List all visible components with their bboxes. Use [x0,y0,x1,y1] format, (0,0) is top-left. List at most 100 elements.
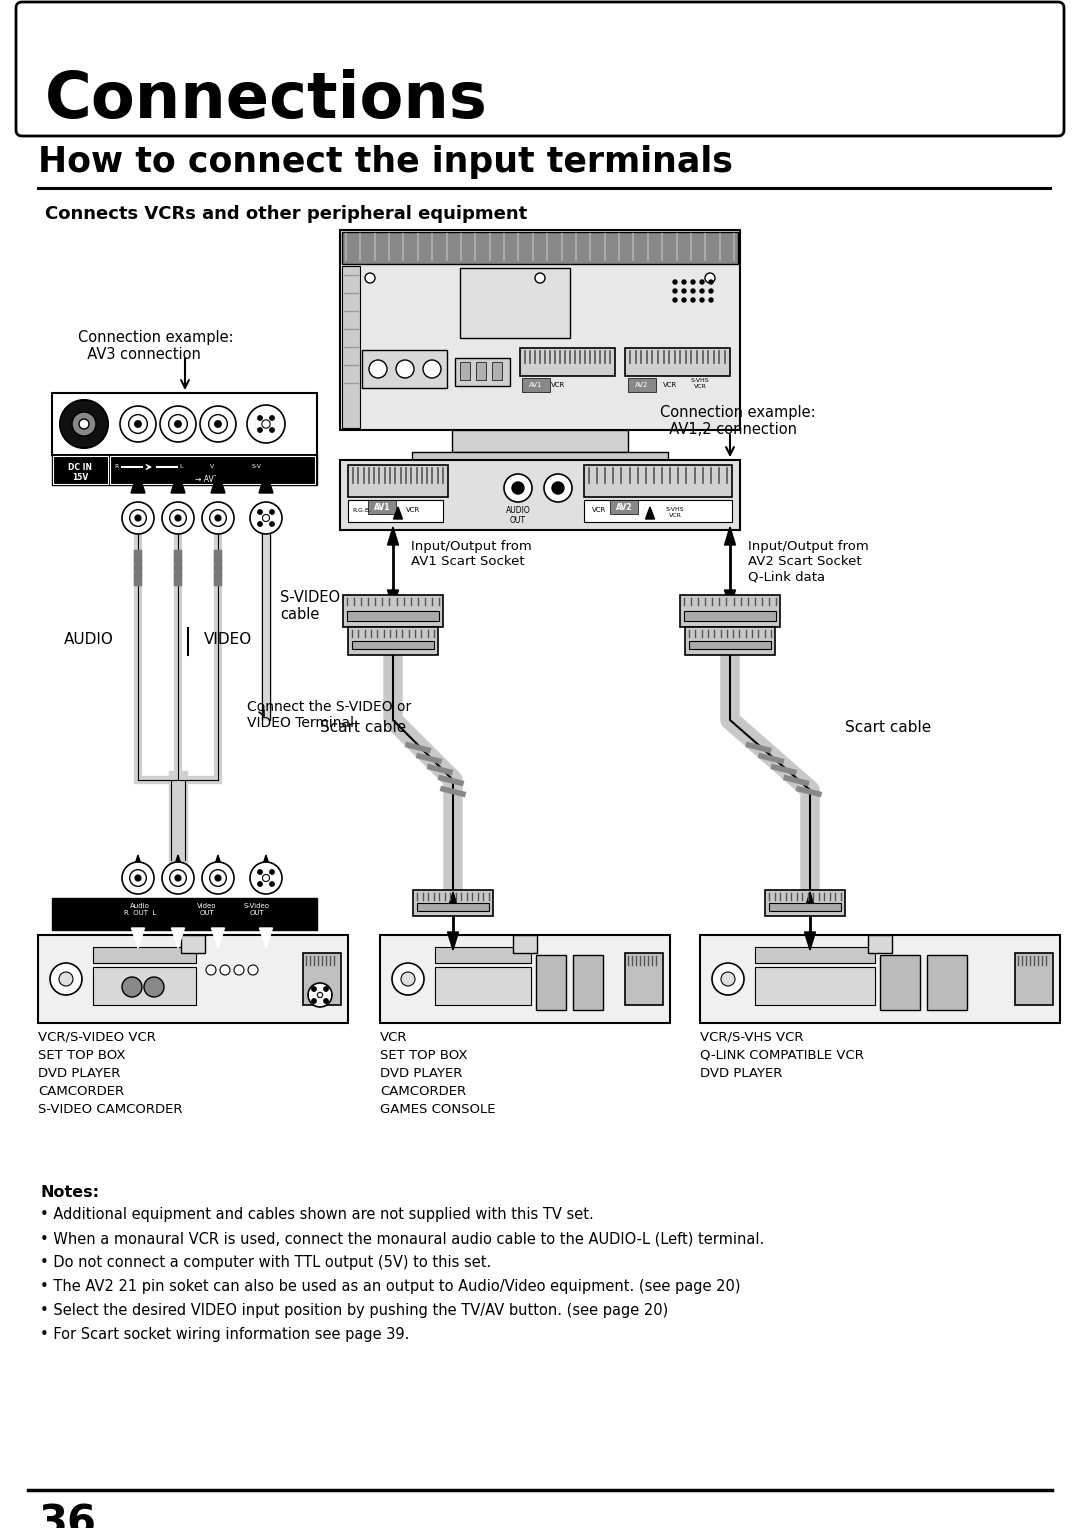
Bar [627,377,656,393]
Text: Notes:: Notes: [40,1186,99,1199]
Text: • When a monaural VCR is used, connect the monaural audio cable to the AUDIO-L (: • When a monaural VCR is used, connect t… [40,1232,765,1245]
Circle shape [700,298,704,303]
Circle shape [168,414,187,434]
Bar [417,903,489,911]
Circle shape [673,289,677,293]
Text: AV2: AV2 [635,382,649,388]
Circle shape [258,882,262,886]
Bar [880,955,920,1010]
Circle shape [258,428,262,432]
Circle shape [270,869,274,874]
Text: AV1: AV1 [529,382,543,388]
Bar [684,611,777,620]
Circle shape [691,280,696,284]
Circle shape [175,515,180,521]
Circle shape [175,420,181,428]
Circle shape [258,416,262,420]
Text: DC IN: DC IN [68,463,92,472]
Text: • Do not connect a computer with TTL output (5V) to this set.: • Do not connect a computer with TTL out… [40,1254,491,1270]
Text: V: V [210,465,214,469]
Circle shape [708,298,713,303]
Circle shape [122,862,154,894]
Circle shape [79,419,89,429]
Circle shape [261,420,270,428]
Text: Connections: Connections [45,69,488,131]
Bar [181,935,205,953]
Bar [460,362,470,380]
Circle shape [544,474,572,503]
Text: VCR: VCR [592,507,606,513]
Circle shape [215,876,221,880]
Circle shape [673,280,677,284]
Circle shape [681,298,686,303]
Text: VCR/S-VHS VCR
Q-LINK COMPATIBLE VCR
DVD PLAYER: VCR/S-VHS VCR Q-LINK COMPATIBLE VCR DVD … [700,1031,864,1080]
Text: How to connect the input terminals: How to connect the input terminals [38,145,733,179]
Text: Connect the S-VIDEO or
VIDEO Terminal.: Connect the S-VIDEO or VIDEO Terminal. [247,700,411,730]
Polygon shape [171,471,185,494]
Circle shape [691,289,696,293]
Circle shape [130,510,146,526]
Circle shape [365,274,375,283]
Text: VCR/S-VIDEO VCR
SET TOP BOX
DVD PLAYER
CAMCORDER
S-VIDEO CAMCORDER: VCR/S-VIDEO VCR SET TOP BOX DVD PLAYER C… [38,1031,183,1115]
Bar [38,935,348,1024]
Bar [476,362,486,380]
Polygon shape [211,856,225,877]
Bar [927,955,967,1010]
Circle shape [200,406,237,442]
Circle shape [215,420,221,428]
Circle shape [270,882,274,886]
Circle shape [258,869,262,874]
Bar [584,500,732,523]
Bar [368,500,396,513]
Bar [680,594,780,626]
Circle shape [552,481,564,494]
Circle shape [700,280,704,284]
Bar [348,465,448,497]
Polygon shape [805,892,815,911]
Circle shape [681,289,686,293]
Text: • Additional equipment and cables shown are not supplied with this TV set.: • Additional equipment and cables shown … [40,1207,594,1222]
Text: AUDIO: AUDIO [64,633,114,648]
Text: AV1: AV1 [374,503,390,512]
Bar [492,362,502,380]
Bar [352,642,434,649]
Bar [453,429,627,452]
Circle shape [270,510,274,515]
Text: VIDEO: VIDEO [204,633,253,648]
Text: • The AV2 21 pin soket can also be used as an output to Audio/Video equipment. (: • The AV2 21 pin soket can also be used … [40,1279,741,1294]
Bar [755,947,875,963]
Polygon shape [388,527,399,545]
Polygon shape [171,856,185,877]
Circle shape [129,414,147,434]
Polygon shape [259,856,273,877]
Circle shape [258,521,262,526]
Text: AV2: AV2 [616,503,632,512]
Circle shape [170,510,187,526]
Bar [519,348,615,376]
Circle shape [247,405,285,443]
Bar [765,889,845,915]
Bar [340,231,740,429]
Circle shape [401,972,415,986]
Bar [348,500,443,523]
Circle shape [160,406,195,442]
Circle shape [59,972,73,986]
Circle shape [512,481,524,494]
Circle shape [210,869,227,886]
Text: Input/Output from
AV1 Scart Socket: Input/Output from AV1 Scart Socket [411,539,531,568]
Polygon shape [211,471,225,494]
Circle shape [708,289,713,293]
Text: VCR: VCR [663,382,677,388]
Text: R.G.B.: R.G.B. [352,507,372,512]
Text: → AV3: → AV3 [195,475,219,484]
Circle shape [120,406,156,442]
Text: S-Video
OUT: S-Video OUT [244,903,270,915]
Text: S-VHS
VCR: S-VHS VCR [665,507,685,518]
Bar [689,642,771,649]
Circle shape [708,280,713,284]
Circle shape [162,862,194,894]
Bar [342,266,360,428]
Polygon shape [131,471,145,494]
Text: S-VIDEO
cable: S-VIDEO cable [280,590,340,622]
Circle shape [50,963,82,995]
